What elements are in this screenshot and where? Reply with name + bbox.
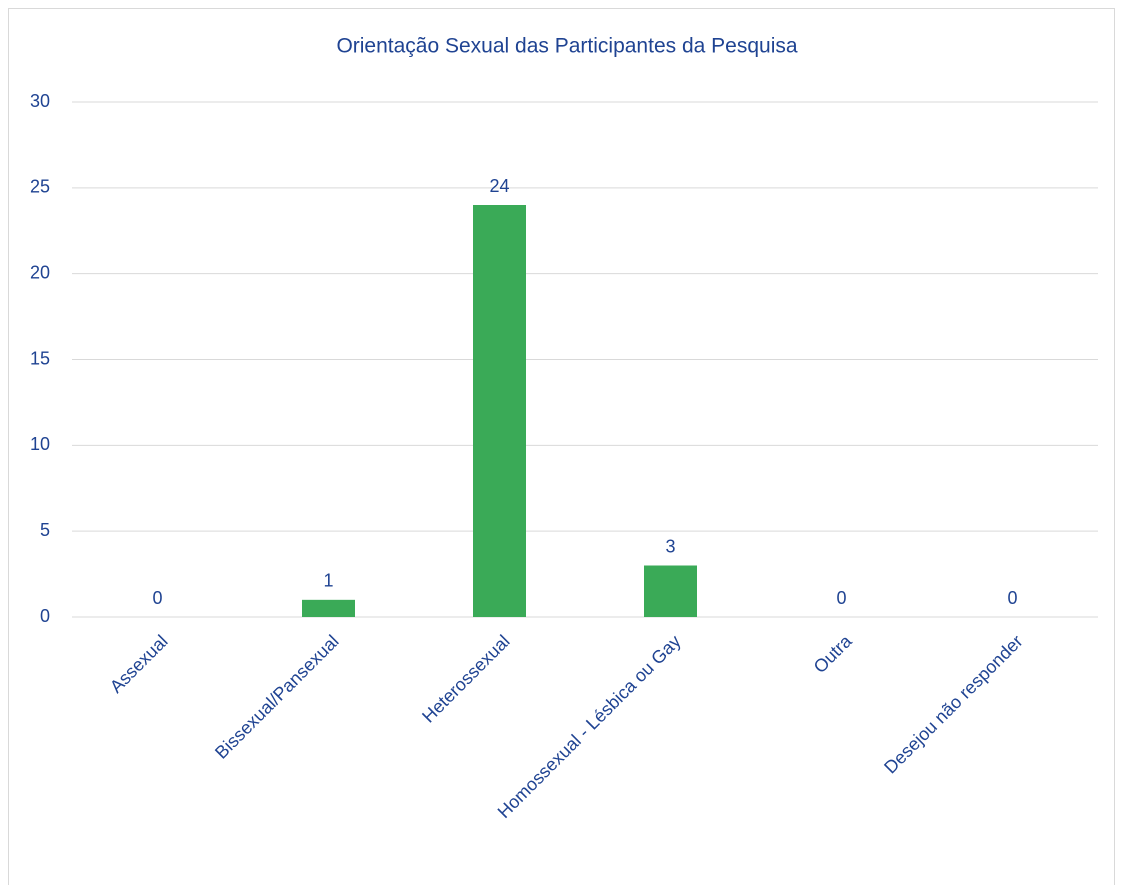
bar <box>473 205 526 617</box>
data-label: 0 <box>152 588 162 608</box>
y-tick-label: 5 <box>40 520 50 540</box>
chart-frame <box>8 8 1115 885</box>
data-label: 0 <box>1007 588 1017 608</box>
data-label: 1 <box>323 571 333 591</box>
y-tick-label: 15 <box>30 348 50 368</box>
y-tick-label: 10 <box>30 434 50 454</box>
y-tick-label: 0 <box>40 606 50 626</box>
data-label: 0 <box>836 588 846 608</box>
data-label: 3 <box>665 536 675 556</box>
chart-title: Orientação Sexual das Participantes da P… <box>336 35 797 58</box>
bar <box>644 565 697 617</box>
y-tick-label: 25 <box>30 177 50 197</box>
y-tick-label: 30 <box>30 91 50 111</box>
y-tick-label: 20 <box>30 262 50 282</box>
data-label: 24 <box>489 176 509 196</box>
bar <box>302 599 355 617</box>
